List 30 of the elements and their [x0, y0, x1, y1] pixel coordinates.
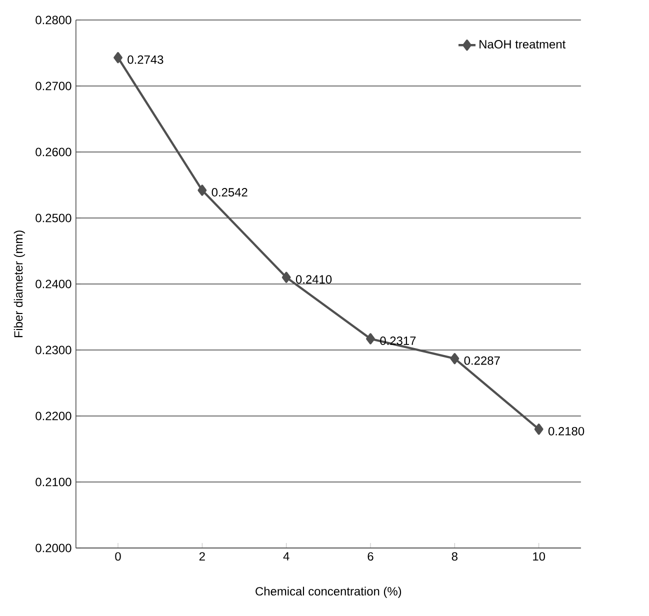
y-tick-label: 0.2800 — [36, 16, 72, 24]
y-tick-label: 0.2700 — [36, 82, 72, 90]
point — [366, 333, 375, 344]
x-tick-label: 6 — [368, 552, 374, 561]
point — [198, 184, 207, 196]
data-label: 0.2542 — [212, 188, 248, 196]
legend-label: NaOH treatment — [480, 40, 566, 48]
x-tick-label: 2 — [199, 552, 205, 561]
point — [534, 424, 544, 435]
x-tick-label: 4 — [283, 552, 290, 560]
y-tick-label: 0.2600 — [36, 148, 72, 156]
y-axis-title: Fiber diameter (mm) — [14, 230, 25, 338]
data-label: 0.2743 — [128, 55, 164, 64]
point — [282, 272, 291, 283]
y-tick-label: 0.2100 — [36, 478, 72, 486]
y-tick-label: 0.2300 — [36, 346, 72, 354]
x-tick-label: 0 — [115, 552, 121, 561]
data-label: 0.2287 — [464, 356, 500, 365]
x-tick-label: 8 — [452, 552, 458, 561]
y-tick-label: 0.2500 — [36, 214, 72, 222]
x-tick-label: 10 — [533, 552, 546, 561]
data-label: 0.2410 — [296, 275, 332, 284]
data-label: 0.2180 — [548, 426, 584, 436]
y-tick-label: 0.2400 — [36, 280, 72, 288]
point — [114, 52, 122, 64]
y-tick-label: 0.2200 — [36, 412, 72, 420]
x-axis-title: Chemical concentration (%) — [256, 586, 402, 598]
data-label: 0.2317 — [380, 336, 416, 345]
point — [450, 353, 460, 364]
y-tick-label: 0.2000 — [36, 544, 72, 552]
